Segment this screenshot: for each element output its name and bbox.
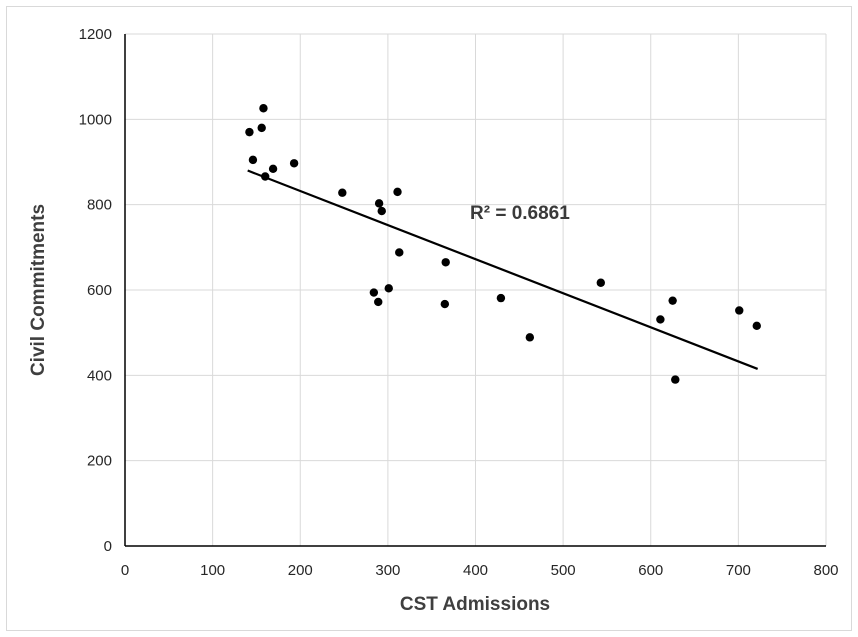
data-point	[752, 321, 761, 331]
x-tick-label: 500	[551, 562, 576, 579]
data-point	[377, 206, 386, 216]
tick-labels: 0 100 200 300 400 500 600 700 800 0 200 400 600 800 10…	[79, 26, 839, 579]
data-point	[289, 159, 299, 168]
x-tick-label: 800	[813, 562, 838, 579]
data-point	[596, 278, 606, 287]
y-tick-label: 0	[104, 538, 112, 555]
y-tick-label: 800	[87, 197, 112, 214]
data-point	[257, 123, 266, 133]
data-point	[338, 188, 347, 197]
data-point	[735, 306, 744, 315]
data-points	[245, 104, 761, 384]
data-point	[393, 187, 402, 197]
data-point	[440, 299, 450, 309]
y-tick-label: 600	[87, 282, 112, 299]
data-point	[248, 155, 258, 165]
data-point	[261, 172, 270, 181]
data-point	[668, 296, 677, 305]
data-point	[496, 293, 506, 303]
y-tick-label: 1000	[79, 111, 112, 128]
y-tick-label: 1200	[79, 26, 112, 43]
y-tick-label: 200	[87, 453, 112, 470]
data-point	[259, 104, 268, 113]
x-tick-label: 600	[638, 562, 663, 579]
data-point	[374, 199, 384, 208]
data-point	[384, 284, 393, 293]
x-tick-label: 0	[121, 562, 129, 579]
data-point	[395, 248, 404, 257]
y-axis-title: Civil Commitments	[28, 204, 49, 376]
data-point	[369, 288, 379, 297]
axes	[124, 34, 826, 547]
chart-frame	[6, 6, 852, 631]
y-tick-label: 400	[87, 367, 112, 384]
data-point	[441, 258, 450, 267]
data-point	[525, 333, 535, 342]
x-tick-label: 300	[375, 562, 400, 579]
x-tick-label: 400	[463, 562, 488, 579]
trendline	[247, 169, 759, 370]
x-tick-label: 100	[200, 562, 225, 579]
data-point	[245, 127, 254, 137]
data-point	[374, 297, 383, 307]
data-point	[656, 315, 665, 324]
r-squared-annotation: R² = 0.6861	[470, 203, 570, 224]
trendline-group	[247, 169, 759, 370]
x-tick-label: 200	[288, 562, 313, 579]
x-tick-label: 700	[726, 562, 751, 579]
data-point	[671, 375, 680, 384]
x-axis-title: CST Admissions	[400, 594, 550, 615]
data-point	[268, 164, 278, 174]
gridlines	[125, 33, 827, 546]
